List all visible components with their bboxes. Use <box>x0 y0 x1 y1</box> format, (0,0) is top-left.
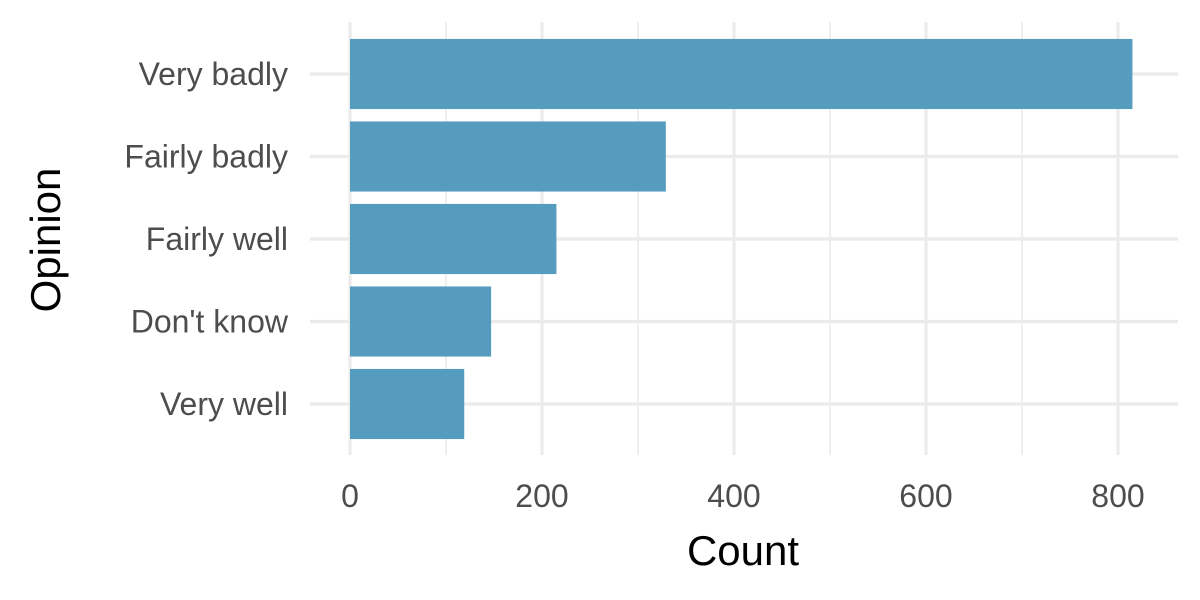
y-axis-title: Opinion <box>22 168 69 313</box>
bars <box>350 38 1133 440</box>
y-tick-label: Fairly badly <box>124 139 288 175</box>
x-tick-label: 200 <box>515 478 568 514</box>
y-tick-label: Don't know <box>131 304 289 340</box>
y-tick-label: Very well <box>160 386 288 422</box>
x-tick-label: 0 <box>341 478 359 514</box>
bar-fairly-badly <box>350 121 666 192</box>
y-tick-label: Very badly <box>139 56 288 92</box>
y-tick-labels: Very badly Fairly badly Fairly well Don't k… <box>124 56 289 422</box>
x-axis-title: Count <box>687 527 799 574</box>
x-tick-label: 800 <box>1091 478 1144 514</box>
x-tick-label: 400 <box>707 478 760 514</box>
bar-very-well <box>350 368 465 440</box>
x-tick-labels: 0 200 400 600 800 <box>341 478 1145 514</box>
x-tick-label: 600 <box>899 478 952 514</box>
y-tick-label: Fairly well <box>146 221 288 257</box>
bar-very-badly <box>350 38 1133 110</box>
bar-fairly-well <box>350 203 557 275</box>
bar-don-t-know <box>350 286 492 357</box>
